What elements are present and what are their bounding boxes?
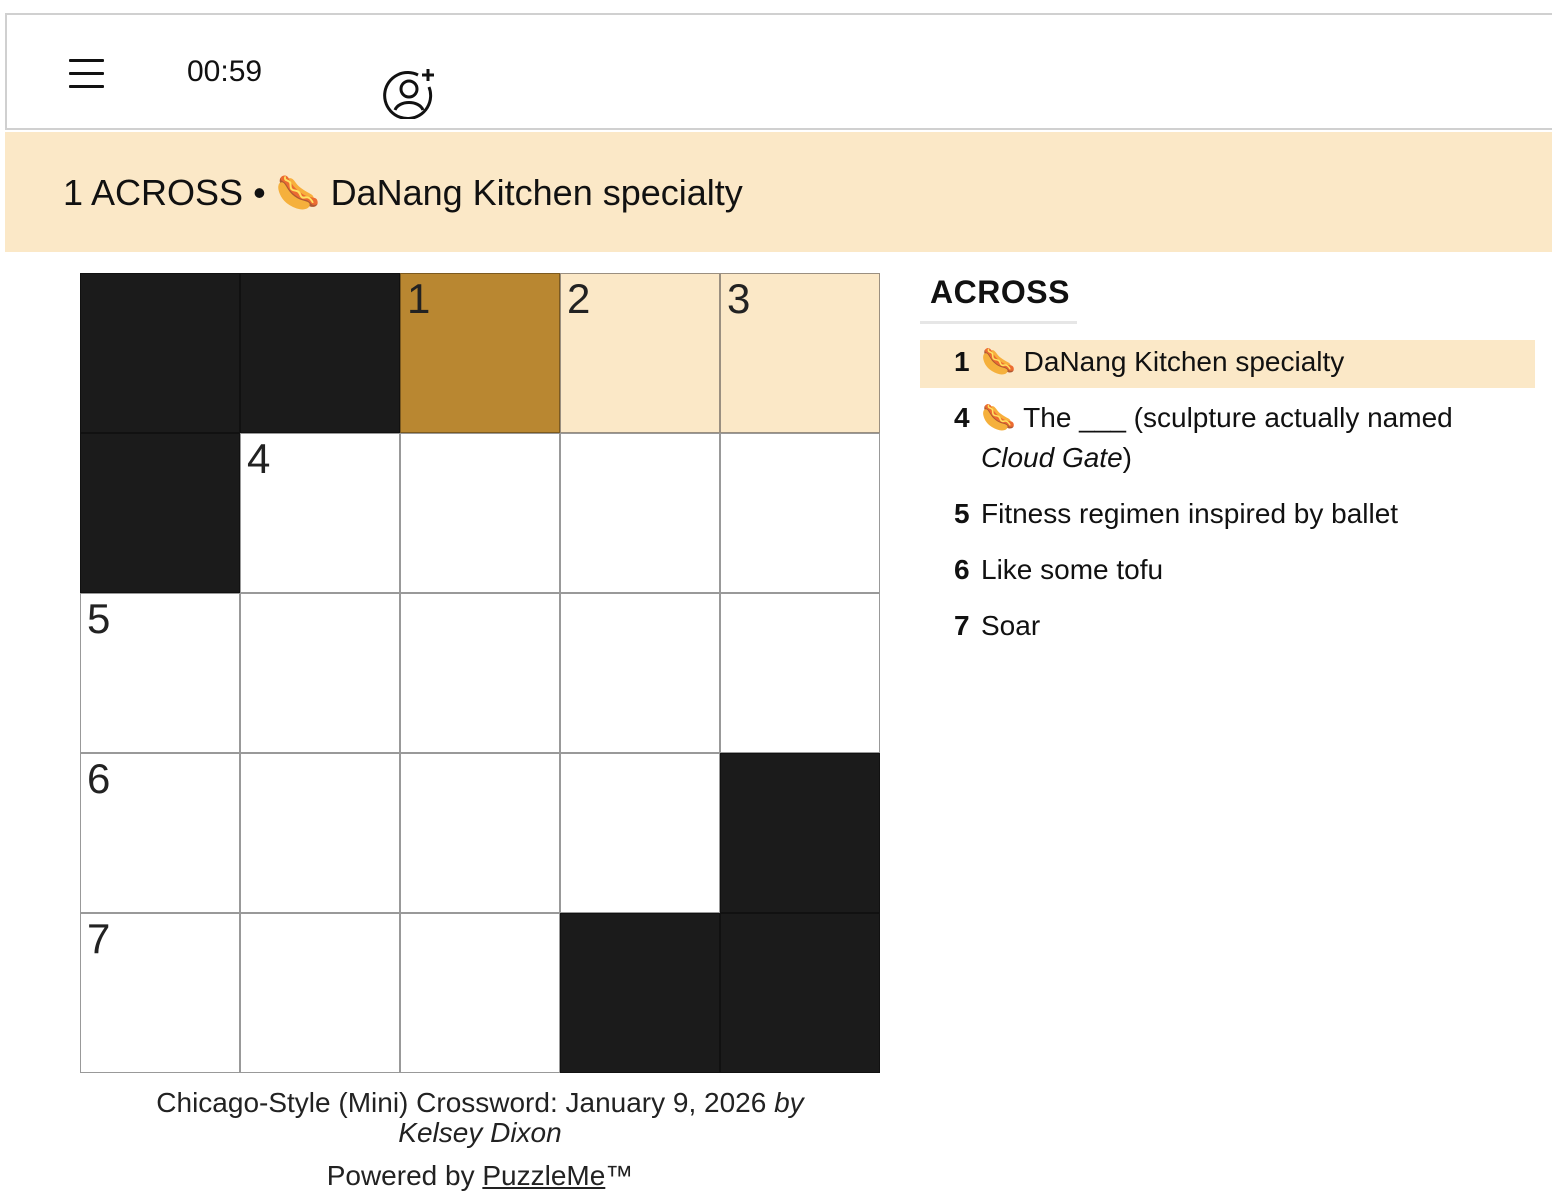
clue-number: 6 bbox=[954, 554, 970, 585]
trademark: ™ bbox=[605, 1160, 634, 1191]
cell-number: 5 bbox=[87, 595, 111, 642]
clue-number: 7 bbox=[954, 610, 970, 641]
grid-cell[interactable] bbox=[720, 433, 880, 593]
black-cell bbox=[720, 913, 880, 1073]
grid-cell[interactable] bbox=[560, 433, 720, 593]
hotdog-icon: 🌭 bbox=[981, 346, 1016, 377]
current-clue-text: 1 ACROSS • 🌭 DaNang Kitchen specialty bbox=[63, 172, 743, 214]
cell-number: 7 bbox=[87, 915, 111, 962]
crossword-grid[interactable]: 1 2 3 4 5 6 7 bbox=[80, 273, 880, 1073]
add-user-icon[interactable] bbox=[382, 65, 436, 121]
grid-cell[interactable] bbox=[400, 753, 560, 913]
current-clue-label: 1 ACROSS bbox=[63, 172, 244, 213]
clue-text: DaNang Kitchen specialty bbox=[1023, 346, 1345, 377]
clue-list-title: ACROSS bbox=[920, 268, 1077, 324]
grid-cell[interactable]: 7 bbox=[80, 913, 240, 1073]
puzzleme-link[interactable]: PuzzleMe bbox=[482, 1160, 606, 1191]
powered-by: Powered by PuzzleMe™ bbox=[80, 1160, 880, 1192]
clue-item[interactable]: 7 Soar bbox=[920, 604, 1535, 652]
clue-text: Soar bbox=[981, 610, 1041, 641]
clue-number: 5 bbox=[954, 498, 970, 529]
clue-text: Like some tofu bbox=[981, 554, 1164, 585]
toolbar: 00:59 bbox=[5, 13, 1552, 130]
separator: • bbox=[253, 172, 266, 213]
hotdog-icon: 🌭 bbox=[981, 402, 1016, 433]
grid-cell[interactable]: 2 bbox=[560, 273, 720, 433]
cell-number: 1 bbox=[407, 275, 431, 322]
black-cell bbox=[720, 753, 880, 913]
clue-item[interactable]: 1 🌭 DaNang Kitchen specialty bbox=[920, 340, 1535, 388]
grid-cell[interactable] bbox=[720, 593, 880, 753]
current-clue-content: DaNang Kitchen specialty bbox=[330, 172, 743, 213]
cell-number: 6 bbox=[87, 755, 111, 802]
grid-cell[interactable]: 6 bbox=[80, 753, 240, 913]
cell-number: 3 bbox=[727, 275, 751, 322]
grid-cell[interactable] bbox=[400, 593, 560, 753]
grid-cell[interactable]: 4 bbox=[240, 433, 400, 593]
clue-text: Fitness regimen inspired by ballet bbox=[981, 498, 1399, 529]
black-cell bbox=[80, 273, 240, 433]
by-label: by bbox=[774, 1087, 804, 1118]
puzzle-title: Chicago-Style (Mini) Crossword: January … bbox=[156, 1087, 767, 1118]
clue-text-italic: Cloud Gate bbox=[981, 442, 1123, 473]
clue-list-across: ACROSS 1 🌭 DaNang Kitchen specialty 4 🌭 … bbox=[920, 268, 1535, 652]
clue-text-end: ) bbox=[1122, 442, 1132, 473]
clue-number: 1 bbox=[954, 346, 970, 377]
powered-by-label: Powered by bbox=[326, 1160, 475, 1191]
cell-number: 2 bbox=[567, 275, 591, 322]
clue-text: The ___ (sculpture actually named bbox=[1023, 402, 1453, 433]
hotdog-icon: 🌭 bbox=[275, 172, 321, 213]
active-cell[interactable]: 1 bbox=[400, 273, 560, 433]
clue-item[interactable]: 4 🌭 The ___ (sculpture actually named Cl… bbox=[920, 396, 1535, 484]
footer: Chicago-Style (Mini) Crossword: January … bbox=[80, 1088, 880, 1192]
grid-cell[interactable] bbox=[240, 593, 400, 753]
black-cell bbox=[80, 433, 240, 593]
grid-cell[interactable]: 3 bbox=[720, 273, 880, 433]
grid-cell[interactable] bbox=[560, 593, 720, 753]
grid-cell[interactable]: 5 bbox=[80, 593, 240, 753]
grid-cell[interactable] bbox=[560, 753, 720, 913]
grid-cell[interactable] bbox=[400, 913, 560, 1073]
author-name: Kelsey Dixon bbox=[398, 1117, 562, 1148]
puzzle-credit: Chicago-Style (Mini) Crossword: January … bbox=[80, 1088, 880, 1148]
grid-cell[interactable] bbox=[400, 433, 560, 593]
black-cell bbox=[560, 913, 720, 1073]
timer[interactable]: 00:59 bbox=[187, 55, 263, 88]
hamburger-menu-icon[interactable] bbox=[67, 53, 107, 93]
cell-number: 4 bbox=[247, 435, 271, 482]
clue-item[interactable]: 5 Fitness regimen inspired by ballet bbox=[920, 492, 1535, 540]
black-cell bbox=[240, 273, 400, 433]
clue-item[interactable]: 6 Like some tofu bbox=[920, 548, 1535, 596]
grid-cell[interactable] bbox=[240, 913, 400, 1073]
current-clue-bar: 1 ACROSS • 🌭 DaNang Kitchen specialty bbox=[5, 132, 1552, 252]
clue-number: 4 bbox=[954, 402, 970, 433]
grid-cell[interactable] bbox=[240, 753, 400, 913]
